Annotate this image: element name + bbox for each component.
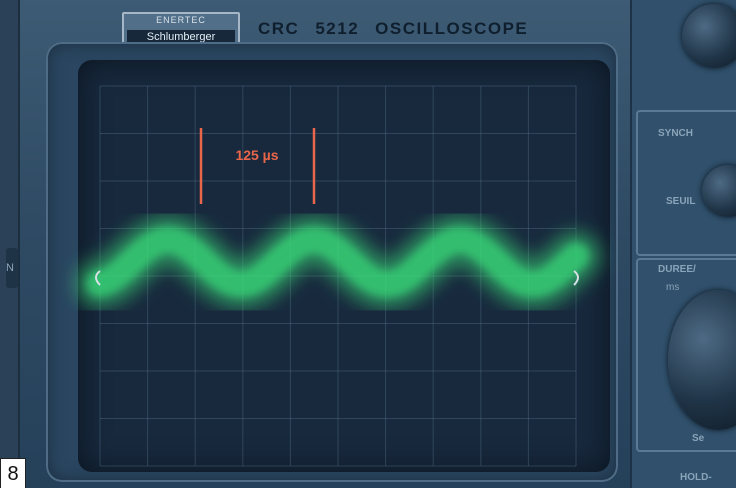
sync-knob[interactable] — [702, 165, 736, 217]
left-screen-hook — [95, 270, 101, 286]
left-housing — [0, 0, 20, 488]
title-model: CRC — [258, 19, 300, 38]
timebase-section — [636, 258, 736, 452]
duree-label: DUREE/ — [658, 264, 696, 275]
hold-label: HOLD- — [680, 472, 712, 483]
left-connector — [6, 248, 18, 288]
title-kind: OSCILLOSCOPE — [375, 19, 529, 38]
device-title: CRC 5212 OSCILLOSCOPE — [258, 19, 544, 39]
top-knob[interactable] — [682, 4, 736, 68]
left-edge-label: N — [6, 262, 14, 274]
sync-label: SYNCH — [658, 128, 694, 139]
brand-badge: ENERTEC Schlumberger — [122, 12, 240, 50]
brand-line-2: Schlumberger — [127, 30, 235, 45]
sync-section — [636, 110, 736, 256]
signal-trace-core — [87, 226, 589, 298]
se-label: Se — [692, 433, 705, 444]
time-measurement-label: 125 µs — [235, 147, 278, 163]
right-screen-hook — [573, 270, 579, 286]
seuil-label: SEUIL — [666, 196, 696, 207]
title-number: 5212 — [315, 19, 360, 38]
figure-number: 8 — [0, 458, 26, 488]
brand-line-1: ENERTEC — [156, 15, 206, 25]
control-panel: SYNCH SEUIL DUREE/ ms Se HOLD- — [630, 0, 736, 488]
ms-label: ms — [666, 282, 680, 293]
